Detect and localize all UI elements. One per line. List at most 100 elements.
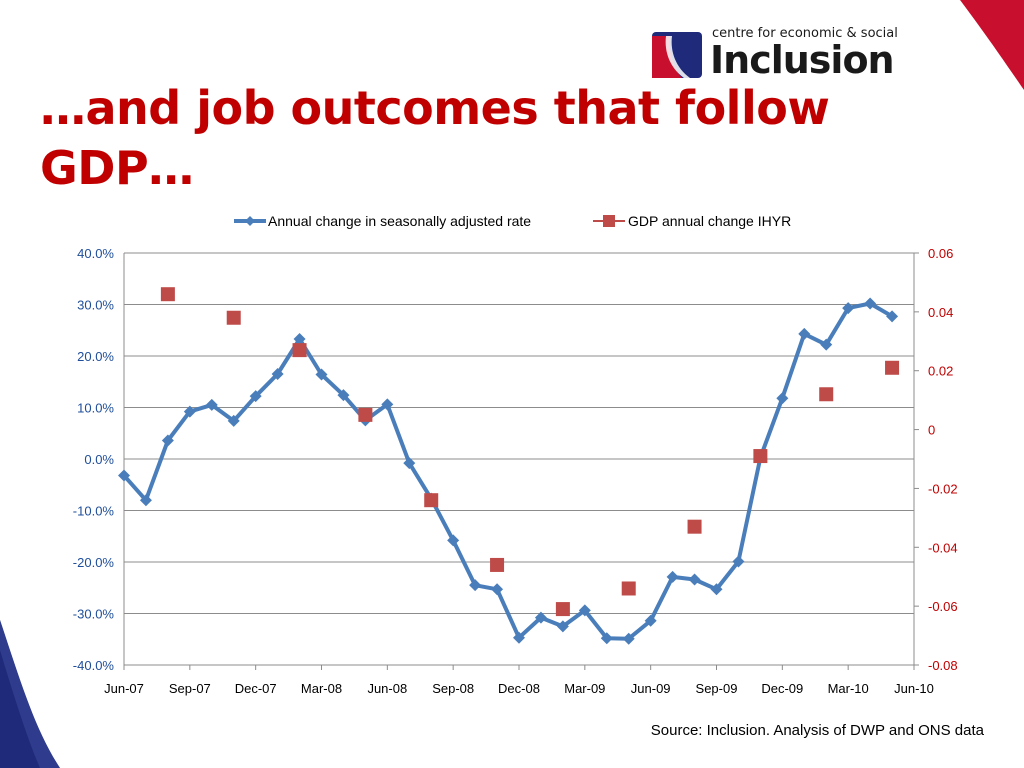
right-tick-label: -0.08: [928, 658, 958, 673]
left-tick-label: -30.0%: [73, 607, 115, 622]
data-point: [491, 583, 504, 596]
x-axis-ticks: Jun-07 Sep-07 Dec-07 Mar-08 Jun-08 Sep-08 Dec-…: [104, 681, 934, 696]
legend-label: GDP annual change IHYR: [628, 213, 791, 229]
data-point: [864, 297, 877, 310]
x-tick-label: Jun-09: [631, 681, 671, 696]
bottom-left-swoosh-edge: [0, 620, 60, 768]
left-tick-label: 40.0%: [77, 246, 114, 261]
x-tick-label: Sep-09: [696, 681, 738, 696]
source-note: Source: Inclusion. Analysis of DWP and O…: [650, 722, 984, 739]
legend-line-marker: [245, 216, 255, 226]
right-tick-label: -0.06: [928, 599, 958, 614]
data-point: [776, 392, 789, 405]
x-tick-label: Mar-09: [564, 681, 605, 696]
gdp-point: [424, 493, 439, 508]
left-tick-label: -20.0%: [73, 555, 115, 570]
gridlines: [124, 252, 914, 666]
gdp-point: [160, 287, 175, 302]
right-tick-label: 0.06: [928, 246, 953, 261]
data-point: [183, 405, 196, 418]
data-point: [205, 398, 218, 411]
data-point: [886, 310, 899, 323]
x-tick-label: Jun-08: [367, 681, 407, 696]
left-tick-label: 30.0%: [77, 298, 114, 313]
x-tick-label: Jun-10: [894, 681, 934, 696]
logo-subtitle: centre for economic & social: [712, 26, 898, 41]
data-point: [513, 631, 525, 644]
right-tick-label: -0.02: [928, 481, 958, 496]
data-point: [139, 494, 152, 507]
gdp-point: [753, 449, 768, 464]
data-point: [337, 389, 350, 402]
gdp-point: [358, 407, 373, 422]
data-point: [622, 632, 635, 645]
x-tick-label: Sep-07: [169, 681, 211, 696]
x-tick-label: Sep-08: [432, 681, 474, 696]
series-line-path: [122, 301, 894, 641]
legend-square-swatch: [603, 215, 615, 227]
data-point: [534, 611, 547, 624]
data-point: [381, 398, 394, 411]
right-tick-label: 0: [928, 423, 935, 438]
inclusion-logo: centre for economic & social Inclusion: [652, 26, 902, 88]
gdp-point: [555, 602, 570, 617]
gdp-point: [687, 519, 702, 534]
chart-legend: Annual change in seasonally adjusted rat…: [234, 213, 791, 229]
data-point: [161, 434, 174, 447]
top-right-swoosh-highlight: [940, 0, 1024, 110]
employment-series: [118, 297, 899, 645]
right-axis-ticks: 0.06 0.04 0.02 0 -0.02 -0.04 -0.06 -0.08: [928, 246, 958, 673]
slide-title: …and job outcomes that follow GDP…: [40, 81, 830, 195]
right-tick-label: -0.04: [928, 540, 958, 555]
right-tick-label: 0.02: [928, 364, 953, 379]
data-point: [688, 573, 701, 586]
gdp-point: [226, 310, 241, 325]
gdp-point: [292, 343, 307, 358]
data-point: [666, 570, 679, 583]
data-point: [469, 579, 482, 592]
data-point: [644, 614, 657, 627]
x-tick-label: Dec-07: [235, 681, 277, 696]
logo-wordmark: Inclusion: [710, 38, 895, 82]
left-axis-ticks: 40.0% 30.0% 20.0% 10.0% 0.0% -10.0% -20.0% -30.…: [73, 246, 115, 673]
data-point: [556, 620, 569, 633]
x-tick-label: Mar-08: [301, 681, 342, 696]
data-point: [710, 583, 723, 596]
x-tick-label: Mar-10: [828, 681, 869, 696]
data-point: [820, 338, 833, 351]
data-point: [578, 604, 591, 617]
gdp-point: [819, 387, 834, 402]
data-point: [447, 534, 460, 547]
left-tick-label: 10.0%: [77, 401, 114, 416]
top-right-swoosh: [960, 0, 1024, 90]
bottom-left-swoosh: [0, 620, 60, 768]
data-point: [227, 414, 240, 427]
data-point: [249, 390, 262, 403]
gdp-point: [621, 581, 636, 596]
left-tick-label: 20.0%: [77, 349, 114, 364]
x-tick-label: Dec-09: [761, 681, 803, 696]
data-point: [293, 333, 306, 346]
legend-label: Annual change in seasonally adjusted rat…: [268, 213, 531, 229]
data-point: [732, 555, 745, 568]
right-tick-label: 0.04: [928, 305, 953, 320]
data-point: [600, 632, 613, 645]
data-point: [118, 469, 130, 482]
x-tick-label: Jun-07: [104, 681, 144, 696]
left-tick-label: -40.0%: [73, 658, 115, 673]
left-tick-label: -10.0%: [73, 504, 115, 519]
left-tick-label: 0.0%: [84, 452, 114, 467]
data-point: [842, 302, 855, 315]
data-point: [315, 368, 328, 381]
data-point: [403, 457, 416, 470]
axes: [123, 252, 919, 670]
inclusion-logo-mark-icon: [652, 32, 702, 78]
gdp-point: [885, 360, 900, 375]
data-point: [798, 327, 811, 340]
gdp-point: [490, 557, 505, 572]
data-point: [271, 368, 284, 381]
x-tick-label: Dec-08: [498, 681, 540, 696]
